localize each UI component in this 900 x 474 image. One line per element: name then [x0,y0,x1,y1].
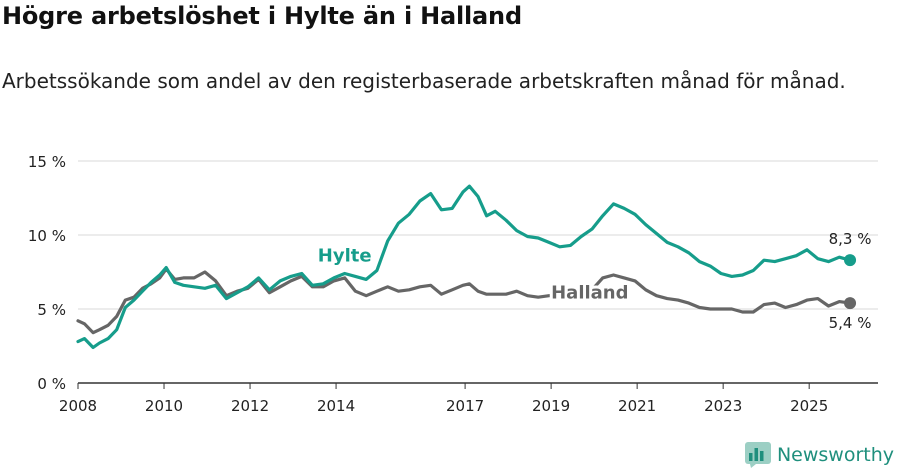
x-tick-label: 2008 [59,397,97,415]
end-label-hylte: 8,3 % [829,230,872,248]
series-label-halland: Halland [551,283,628,304]
x-tick-label: 2025 [790,397,828,415]
y-tick-label: 15 % [28,153,66,171]
brand-name: Newsworthy [776,444,894,466]
x-tick-label: 2019 [532,397,570,415]
x-tick-label: 2010 [145,397,183,415]
series-end-point-hylte [844,254,857,267]
brand-logo: Newsworthy [744,442,894,468]
chart-subtitle: Arbetssökande som andel av den registerb… [2,69,846,93]
x-tick-label: 2021 [618,397,656,415]
y-tick-label: 10 % [28,227,66,245]
series-label-hylte-halo: Hylte [318,246,372,267]
y-tick-label: 0 % [37,375,66,393]
series-label-hylte: Hylte [318,246,372,267]
newsworthy-logo-icon [744,442,771,468]
x-tick-label: 2012 [231,397,269,415]
series-line-halland [76,267,852,335]
chart-title: Högre arbetslöshet i Hylte än i Halland [2,2,522,30]
series-label-halland-halo: Halland [551,283,628,304]
end-label-halland: 5,4 % [829,314,872,332]
series-end-point-halland [844,297,857,310]
y-tick-label: 5 % [37,301,66,319]
x-tick-label: 2014 [317,397,355,415]
x-tick-label: 2017 [446,397,484,415]
series-line-hylte [76,184,852,350]
x-tick-label: 2023 [704,397,742,415]
